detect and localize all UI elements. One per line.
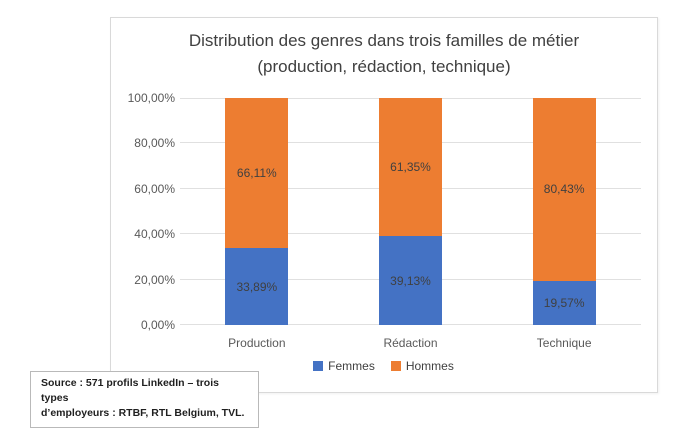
y-tick-label: 40,00% <box>134 227 175 242</box>
legend-item-hommes: Hommes <box>390 359 454 373</box>
y-axis-labels: 0,00% 20,00% 40,00% 60,00% 80,00% 100,00% <box>100 91 175 332</box>
x-category-label: Technique <box>536 336 592 350</box>
bar-label-femmes: 39,13% <box>390 273 431 288</box>
legend-swatch-femmes <box>313 361 324 371</box>
bar-segment-hommes: 66,11% <box>225 98 289 249</box>
bar-segment-femmes: 19,57% <box>532 280 596 325</box>
x-category-label: Production <box>228 336 286 350</box>
y-tick-label: 60,00% <box>134 181 175 196</box>
legend-swatch-hommes <box>390 361 401 371</box>
y-tick-label: 0,00% <box>140 318 175 332</box>
y-tick-label: 20,00% <box>134 272 175 287</box>
chart-title: Distribution des genres dans trois famil… <box>110 28 658 79</box>
plot-area: 66,11% 33,89% 61,35% 39,13% 80,43% 19,57% <box>180 98 641 325</box>
x-category-label: Rédaction <box>383 336 438 350</box>
y-tick-label: 80,00% <box>134 136 175 151</box>
bar-segment-femmes: 33,89% <box>225 248 289 325</box>
bar-segment-hommes: 80,43% <box>532 98 596 281</box>
bar-stack-production: 66,11% 33,89% <box>225 98 289 325</box>
legend-label: Hommes <box>405 359 454 373</box>
bar-stack-technique: 80,43% 19,57% <box>532 98 596 325</box>
source-note-line1: Source : 571 profils LinkedIn – trois ty… <box>41 377 219 405</box>
source-note-box: Source : 571 profils LinkedIn – trois ty… <box>30 371 259 428</box>
bar-segment-femmes: 39,13% <box>379 236 442 325</box>
legend-label: Femmes <box>328 359 375 373</box>
legend-item-femmes: Femmes <box>313 359 375 373</box>
bar-label-hommes: 66,11% <box>236 166 277 181</box>
bar-label-hommes: 61,35% <box>390 160 431 175</box>
y-tick-label: 100,00% <box>127 91 175 105</box>
bar-label-femmes: 33,89% <box>236 279 278 294</box>
bar-label-hommes: 80,43% <box>543 182 585 197</box>
bar-segment-hommes: 61,35% <box>379 98 442 237</box>
x-axis-labels: Production Rédaction Technique <box>180 336 641 352</box>
chart-legend: Femmes Hommes <box>110 359 657 373</box>
chart-title-text: Distribution des genres dans trois famil… <box>188 31 580 76</box>
source-note-line2: d’employeurs : RTBF, RTL Belgium, TVL. <box>41 407 245 420</box>
bar-stack-rédaction: 61,35% 39,13% <box>379 98 442 325</box>
bar-label-femmes: 19,57% <box>543 295 585 310</box>
